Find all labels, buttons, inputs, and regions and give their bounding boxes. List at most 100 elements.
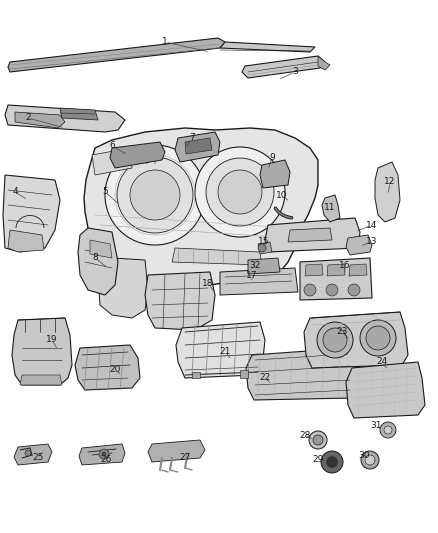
Circle shape bbox=[117, 157, 193, 233]
Polygon shape bbox=[3, 175, 60, 252]
Text: 3: 3 bbox=[292, 68, 298, 77]
Polygon shape bbox=[98, 258, 148, 318]
Text: 27: 27 bbox=[179, 454, 191, 463]
Polygon shape bbox=[242, 56, 325, 78]
Polygon shape bbox=[148, 440, 205, 462]
Text: 26: 26 bbox=[100, 456, 112, 464]
Polygon shape bbox=[220, 268, 298, 295]
Polygon shape bbox=[176, 322, 265, 378]
Polygon shape bbox=[304, 312, 408, 368]
Polygon shape bbox=[300, 258, 372, 300]
Circle shape bbox=[365, 455, 375, 465]
Circle shape bbox=[321, 451, 343, 473]
Polygon shape bbox=[14, 444, 52, 465]
Text: 24: 24 bbox=[376, 358, 388, 367]
Circle shape bbox=[360, 320, 396, 356]
Text: 31: 31 bbox=[370, 421, 382, 430]
Text: 29: 29 bbox=[312, 456, 324, 464]
Polygon shape bbox=[220, 42, 315, 52]
Text: 23: 23 bbox=[336, 327, 348, 336]
Circle shape bbox=[348, 284, 360, 296]
Text: 16: 16 bbox=[339, 261, 351, 270]
Circle shape bbox=[102, 452, 106, 456]
Polygon shape bbox=[185, 138, 212, 154]
Text: 17: 17 bbox=[246, 271, 258, 279]
Text: 20: 20 bbox=[110, 366, 121, 375]
Polygon shape bbox=[346, 362, 425, 418]
Text: 19: 19 bbox=[46, 335, 58, 344]
Circle shape bbox=[326, 456, 338, 468]
Polygon shape bbox=[84, 128, 318, 290]
Polygon shape bbox=[60, 108, 98, 120]
Text: 11: 11 bbox=[324, 204, 336, 213]
Text: 30: 30 bbox=[358, 450, 370, 459]
Polygon shape bbox=[346, 235, 372, 255]
Text: 2: 2 bbox=[25, 114, 31, 123]
Text: 18: 18 bbox=[202, 279, 214, 287]
Polygon shape bbox=[260, 160, 290, 188]
Polygon shape bbox=[349, 264, 367, 276]
Text: 13: 13 bbox=[366, 238, 378, 246]
Polygon shape bbox=[318, 56, 330, 70]
Polygon shape bbox=[175, 132, 220, 162]
Circle shape bbox=[313, 435, 323, 445]
Text: 32: 32 bbox=[249, 261, 261, 270]
Text: 21: 21 bbox=[219, 348, 231, 357]
Polygon shape bbox=[192, 372, 200, 378]
Text: 14: 14 bbox=[366, 221, 378, 230]
Polygon shape bbox=[145, 272, 215, 330]
Text: 6: 6 bbox=[109, 141, 115, 150]
Polygon shape bbox=[248, 258, 280, 274]
Circle shape bbox=[195, 147, 285, 237]
Polygon shape bbox=[110, 142, 165, 168]
Polygon shape bbox=[375, 162, 400, 222]
Circle shape bbox=[105, 145, 205, 245]
Polygon shape bbox=[79, 444, 125, 465]
Polygon shape bbox=[322, 195, 340, 222]
Circle shape bbox=[258, 244, 266, 252]
Circle shape bbox=[304, 284, 316, 296]
Circle shape bbox=[130, 170, 180, 220]
Text: 1: 1 bbox=[162, 37, 168, 46]
Polygon shape bbox=[172, 248, 262, 265]
Polygon shape bbox=[246, 348, 358, 400]
Circle shape bbox=[206, 158, 274, 226]
Circle shape bbox=[366, 326, 390, 350]
Polygon shape bbox=[8, 230, 44, 252]
Polygon shape bbox=[5, 105, 125, 132]
Polygon shape bbox=[288, 228, 332, 242]
Text: 8: 8 bbox=[92, 254, 98, 262]
Text: 22: 22 bbox=[259, 374, 271, 383]
Polygon shape bbox=[90, 240, 112, 258]
Text: 28: 28 bbox=[299, 431, 311, 440]
Circle shape bbox=[99, 449, 109, 459]
Circle shape bbox=[326, 284, 338, 296]
Text: 9: 9 bbox=[269, 152, 275, 161]
Circle shape bbox=[218, 170, 262, 214]
Circle shape bbox=[309, 431, 327, 449]
Polygon shape bbox=[265, 218, 360, 252]
Text: 4: 4 bbox=[12, 188, 18, 197]
Text: 25: 25 bbox=[32, 454, 44, 463]
Polygon shape bbox=[75, 345, 140, 390]
Text: 12: 12 bbox=[384, 177, 396, 187]
Circle shape bbox=[380, 422, 396, 438]
Polygon shape bbox=[20, 375, 62, 385]
Polygon shape bbox=[258, 242, 272, 254]
Polygon shape bbox=[8, 38, 225, 72]
Polygon shape bbox=[92, 148, 132, 175]
Circle shape bbox=[323, 328, 347, 352]
Text: 10: 10 bbox=[276, 190, 288, 199]
Polygon shape bbox=[12, 318, 72, 385]
Text: 15: 15 bbox=[258, 238, 270, 246]
Text: 5: 5 bbox=[102, 188, 108, 197]
Polygon shape bbox=[240, 370, 248, 378]
Polygon shape bbox=[305, 264, 323, 276]
Polygon shape bbox=[78, 228, 118, 295]
Text: 7: 7 bbox=[189, 133, 195, 142]
Circle shape bbox=[25, 450, 31, 456]
Polygon shape bbox=[15, 112, 65, 128]
Circle shape bbox=[384, 426, 392, 434]
Circle shape bbox=[361, 451, 379, 469]
Polygon shape bbox=[327, 264, 345, 276]
